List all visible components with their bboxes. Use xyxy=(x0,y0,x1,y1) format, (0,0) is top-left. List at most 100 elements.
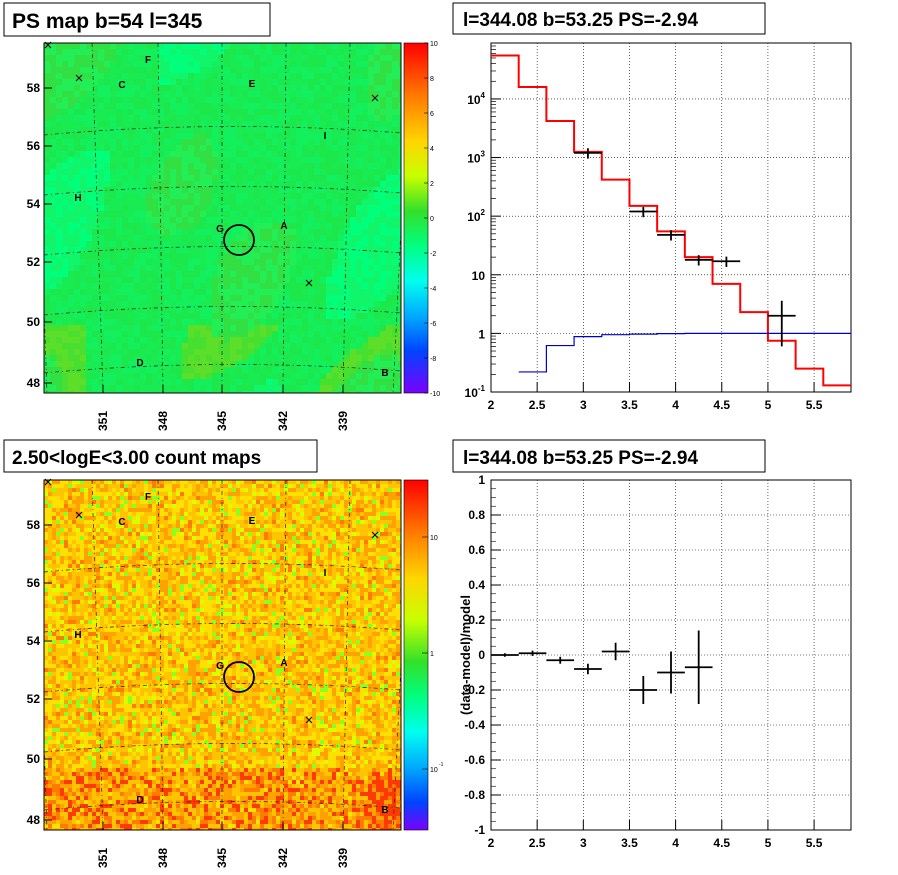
heatmap-cell xyxy=(188,115,194,121)
heatmap-cell xyxy=(80,67,86,73)
heatmap-cell xyxy=(344,151,350,157)
heatmap-cell xyxy=(206,295,212,301)
heatmap-cell xyxy=(248,49,254,55)
heatmap-cell xyxy=(200,480,204,484)
heatmap-cell xyxy=(116,181,122,187)
heatmap-cell xyxy=(98,361,104,367)
heatmap-cell xyxy=(50,85,56,91)
heatmap-cell xyxy=(276,520,280,524)
heatmap-cell xyxy=(200,488,204,492)
heatmap-cell xyxy=(92,181,98,187)
heatmap-cell xyxy=(152,217,158,223)
heatmap-cell xyxy=(152,97,158,103)
heatmap-cell xyxy=(110,79,116,85)
heatmap-cell xyxy=(344,115,350,121)
heatmap-cell xyxy=(52,496,56,500)
heatmap-cell xyxy=(386,319,392,325)
heatmap-cell xyxy=(314,259,320,265)
heatmap-cell xyxy=(194,307,200,313)
heatmap-cell xyxy=(320,265,326,271)
heatmap-cell xyxy=(68,181,74,187)
heatmap-cell xyxy=(50,211,56,217)
heatmap-cell xyxy=(134,187,140,193)
heatmap-cell xyxy=(240,532,244,536)
heatmap-cell xyxy=(266,289,272,295)
heatmap-cell xyxy=(372,500,376,504)
heatmap-cell xyxy=(302,151,308,157)
heatmap-cell xyxy=(344,295,350,301)
heatmap-cell xyxy=(374,295,380,301)
heatmap-cell xyxy=(146,289,152,295)
heatmap-cell xyxy=(200,79,206,85)
heatmap-cell xyxy=(50,241,56,247)
heatmap-cell xyxy=(100,500,104,504)
heatmap-cell xyxy=(98,385,104,391)
heatmap-cell xyxy=(332,43,338,49)
heatmap-cell xyxy=(230,61,236,67)
heatmap-cell xyxy=(338,271,344,277)
heatmap-cell xyxy=(380,301,386,307)
heatmap-cell xyxy=(236,265,242,271)
heatmap-cell xyxy=(320,496,324,500)
heatmap-cell xyxy=(104,379,110,385)
heatmap-cell xyxy=(236,532,240,536)
heatmap-cell xyxy=(122,271,128,277)
heatmap-cell xyxy=(398,355,401,361)
heatmap-cell xyxy=(92,55,98,61)
heatmap-cell xyxy=(62,133,68,139)
heatmap-cell xyxy=(180,532,184,536)
heatmap-cell xyxy=(200,277,206,283)
heatmap-cell xyxy=(50,169,56,175)
heatmap-cell xyxy=(380,223,386,229)
heatmap-cell xyxy=(302,343,308,349)
heatmap-cell xyxy=(122,127,128,133)
heatmap-cell xyxy=(260,229,266,235)
heatmap-cell xyxy=(92,313,98,319)
heatmap-cell xyxy=(350,223,356,229)
heatmap-cell xyxy=(248,175,254,181)
heatmap-cell xyxy=(374,103,380,109)
heatmap-cell xyxy=(92,367,98,373)
heatmap-cell xyxy=(116,536,120,540)
heatmap-cell xyxy=(356,43,362,49)
source-label: G xyxy=(216,224,224,235)
heatmap-cell xyxy=(254,331,260,337)
heatmap-cell xyxy=(56,500,60,504)
heatmap-cell xyxy=(158,85,164,91)
heatmap-cell xyxy=(200,259,206,265)
heatmap-cell xyxy=(152,536,156,540)
heatmap-cell xyxy=(98,55,104,61)
heatmap-cell xyxy=(128,91,134,97)
heatmap-cell xyxy=(200,528,204,532)
heatmap-cell xyxy=(74,247,80,253)
heatmap-cell xyxy=(110,229,116,235)
heatmap-cell xyxy=(76,508,80,512)
heatmap-cell xyxy=(218,103,224,109)
heatmap-cell xyxy=(380,217,386,223)
heatmap-cell xyxy=(144,520,148,524)
lat-tick-label: 50 xyxy=(27,315,41,329)
heatmap-cell xyxy=(368,480,372,484)
heatmap-cell xyxy=(110,175,116,181)
heatmap-cell xyxy=(278,247,284,253)
heatmap-cell xyxy=(182,313,188,319)
heatmap-cell xyxy=(398,67,401,73)
heatmap-cell xyxy=(160,512,164,516)
heatmap-cell xyxy=(308,325,314,331)
heatmap-cell xyxy=(228,528,232,532)
heatmap-cell xyxy=(188,484,192,488)
heatmap-cell xyxy=(362,79,368,85)
heatmap-cell xyxy=(380,169,386,175)
heatmap-cell xyxy=(56,492,60,496)
heatmap-cell xyxy=(56,235,62,241)
heatmap-cell xyxy=(98,325,104,331)
heatmap-cell xyxy=(242,385,248,391)
heatmap-cell xyxy=(184,520,188,524)
heatmap-cell xyxy=(300,500,304,504)
heatmap-cell xyxy=(326,67,332,73)
heatmap-cell xyxy=(302,319,308,325)
heatmap-cell xyxy=(224,67,230,73)
heatmap-cell xyxy=(368,265,374,271)
heatmap-cell xyxy=(254,379,260,385)
heatmap-cell xyxy=(44,492,48,496)
